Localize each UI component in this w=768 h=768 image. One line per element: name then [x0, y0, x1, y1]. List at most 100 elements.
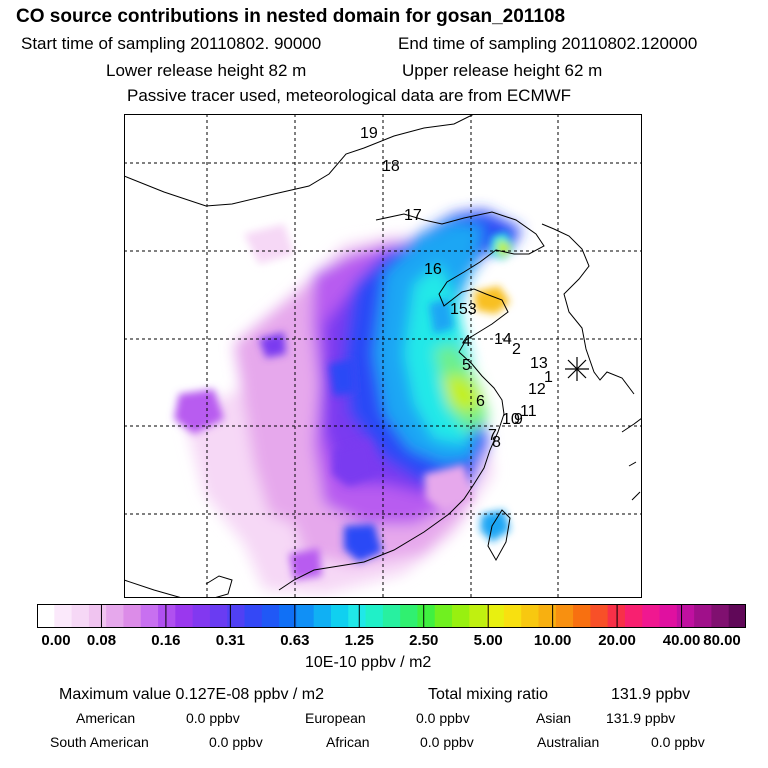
trajectory-label: 13: [530, 355, 548, 372]
total-mixing-value: 131.9 ppbv: [611, 686, 691, 703]
colorbar-swatch: [573, 604, 591, 628]
asian-label: Asian: [536, 710, 572, 726]
coastline-indochina: [124, 579, 183, 598]
trajectory-label: 12: [528, 381, 546, 398]
trajectory-label: 153: [450, 301, 477, 318]
colorbar-unit: 10E-10 ppbv / m2: [305, 654, 432, 671]
trajectory-label: 1: [544, 369, 553, 386]
upper-release-height-label: Upper release height 62 m: [402, 61, 603, 80]
european-label: European: [305, 710, 366, 726]
colorbar-swatch: [330, 604, 349, 628]
colorbar-swatch: [503, 604, 522, 628]
coastline-hainan: [205, 575, 233, 598]
coastline-korea: [541, 223, 635, 395]
asian-value: 131.9 ppbv: [606, 710, 676, 726]
trajectory-label: 8: [492, 434, 501, 451]
plume-region: [289, 548, 322, 580]
lat-lon-grid: [124, 114, 642, 598]
colorbar-tick-label: 0.16: [151, 632, 181, 649]
colorbar-tick-label: 20.00: [598, 632, 636, 649]
coastline-taiwan: [487, 509, 511, 562]
trajectory-label: 10: [502, 411, 520, 428]
colorbar-swatch: [417, 604, 436, 628]
colorbar-tick-label: 0.31: [215, 632, 245, 649]
colorbar-swatch: [538, 604, 557, 628]
colorbar-swatch: [365, 604, 384, 628]
colorbar-tick-label: 1.25: [344, 632, 374, 649]
start-time-label: Start time of sampling 20110802. 90000: [21, 34, 322, 53]
european-value: 0.0 ppbv: [416, 710, 470, 726]
colorbar-tick-label: 0.08: [86, 632, 117, 649]
trajectory-label: 7: [488, 427, 497, 444]
colorbar-tick-label: 80.00: [703, 632, 741, 649]
australian-label: Australian: [537, 734, 600, 750]
trajectory-label: 19: [360, 125, 378, 142]
colorbar-swatch: [313, 604, 332, 628]
trajectory-label: 2: [512, 341, 521, 358]
colorbar-swatch: [279, 604, 297, 628]
map-frame: [124, 114, 642, 598]
colorbar: [37, 604, 746, 628]
american-value: 0.0 ppbv: [186, 710, 240, 726]
trajectory-label: 4: [462, 333, 471, 350]
colorbar-swatch: [590, 604, 609, 628]
south-american-value: 0.0 ppbv: [209, 734, 263, 750]
concentration-plume: [174, 210, 522, 594]
trajectory-label: 18: [382, 158, 400, 175]
coastline-japan: [621, 417, 642, 501]
african-label: African: [326, 734, 370, 750]
colorbar-swatch: [711, 604, 730, 628]
colorbar-swatch: [192, 604, 211, 628]
colorbar-swatch: [624, 604, 643, 628]
colorbar-swatch: [452, 604, 470, 628]
colorbar-swatch: [659, 604, 678, 628]
maximum-value-label: Maximum value 0.127E-08 ppbv / m2: [59, 686, 325, 703]
plume-region: [332, 439, 376, 486]
colorbar-swatch: [261, 604, 280, 628]
colorbar-tick-label: 2.50: [409, 632, 439, 649]
colorbar-swatch: [88, 604, 107, 628]
colorbar-swatch: [123, 604, 142, 628]
colorbar-swatch: [469, 604, 488, 628]
plume-region: [174, 389, 224, 434]
colorbar-swatch: [37, 604, 55, 628]
plume-region: [424, 464, 474, 512]
colorbar-swatch: [348, 604, 367, 628]
colorbar-tick-label: 5.00: [473, 632, 503, 649]
colorbar-tick-label: 10.00: [533, 632, 572, 649]
colorbar-swatch: [227, 604, 246, 628]
colorbar-swatch: [71, 604, 90, 628]
colorbar-swatch: [434, 604, 453, 628]
trajectory-label: 16: [424, 261, 442, 278]
colorbar-swatch: [209, 604, 228, 628]
colorbar-tick-label: 0.00: [41, 632, 71, 649]
american-label: American: [76, 710, 136, 726]
trajectory-label: 5: [462, 357, 471, 374]
plume-region: [244, 224, 294, 264]
colorbar-swatch: [400, 604, 419, 628]
colorbar-swatch: [106, 604, 125, 628]
plume-region: [329, 359, 356, 396]
plot-title: CO source contributions in nested domain…: [16, 6, 566, 27]
colorbar-swatch: [694, 604, 713, 628]
plume-region: [480, 510, 510, 542]
colorbar-swatch: [521, 604, 540, 628]
plume-region: [496, 239, 512, 258]
colorbar-swatch: [54, 604, 73, 628]
plume-region: [344, 524, 382, 562]
asterisk-receptor-icon: [565, 357, 589, 381]
colorbar-swatch: [140, 604, 159, 628]
south-american-label: South American: [50, 734, 149, 750]
colorbar-swatch: [158, 604, 176, 628]
colorbar-swatch: [555, 604, 574, 628]
colorbar-swatch: [642, 604, 661, 628]
coastline-north: [124, 114, 475, 207]
trajectory-label: 6: [476, 393, 485, 410]
australian-value: 0.0 ppbv: [651, 734, 705, 750]
trajectory-label: 17: [404, 207, 422, 224]
trajectory-label: 9: [514, 411, 523, 428]
african-value: 0.0 ppbv: [420, 734, 474, 750]
trajectory-label: 14: [494, 331, 512, 348]
trajectory-label: 11: [520, 403, 537, 420]
